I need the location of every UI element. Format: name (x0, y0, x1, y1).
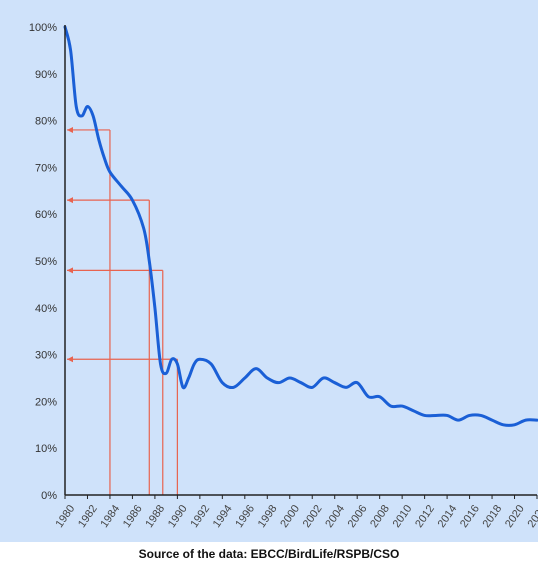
guide-arrowhead-0 (67, 126, 73, 133)
y-tick-label: 40% (35, 303, 57, 315)
guide-arrowhead-2 (67, 267, 73, 274)
series-line-0 (63, 25, 538, 427)
source-note: Source of the data: EBCC/BirdLife/RSPB/C… (138, 547, 400, 561)
guide-arrowhead-1 (67, 197, 73, 204)
y-tick-label: 0% (41, 490, 57, 502)
guide-arrowhead-3 (67, 356, 73, 363)
y-tick-label: 30% (35, 350, 57, 362)
y-tick-label: 80% (35, 116, 57, 128)
series-layer (63, 25, 538, 427)
y-tick-label: 50% (35, 256, 57, 268)
y-tick-label: 60% (35, 209, 57, 221)
guide-lines (67, 126, 178, 495)
axes (64, 25, 537, 496)
chart-background (0, 0, 538, 542)
y-axis-ticks: 0% 10% 20% 30% 40% 50% 60% 70% 80% 90% 100% (29, 22, 57, 502)
y-tick-label: 70% (35, 162, 57, 174)
y-tick-label: 10% (35, 443, 57, 455)
y-tick-label: 90% (35, 69, 57, 81)
y-tick-label: 100% (29, 22, 57, 34)
y-tick-label: 20% (35, 396, 57, 408)
